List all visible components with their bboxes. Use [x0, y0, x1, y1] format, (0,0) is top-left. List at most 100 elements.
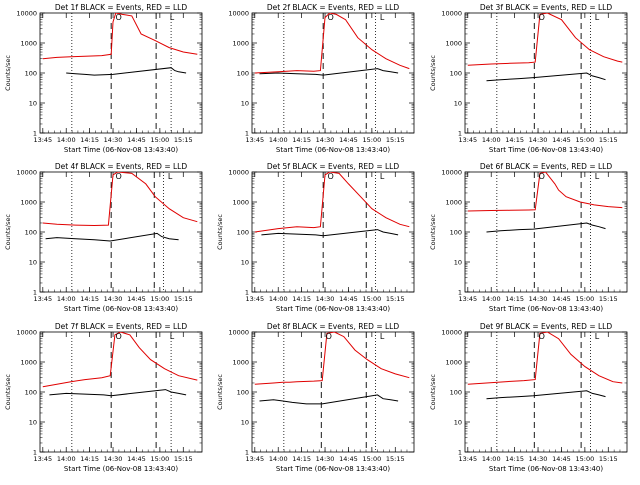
y-tick-label: 1000	[232, 359, 249, 367]
x-tick-label: 14:45	[339, 455, 358, 463]
y-tick-label: 1	[458, 289, 462, 297]
x-tick-label: 15:15	[174, 295, 193, 303]
y-tick-label: 10	[241, 100, 249, 108]
panel-8: Det 8f BLACK = Events, RED = LLD Counts/s…	[216, 322, 415, 473]
y-tick-label: 1000	[445, 199, 462, 207]
x-tick-label: 15:00	[150, 295, 169, 303]
x-tick-label: 13:45	[245, 295, 264, 303]
x-tick-label: 14:30	[104, 136, 123, 144]
y-axis-label: Counts/sec	[429, 374, 437, 410]
x-tick-label: 14:30	[316, 295, 335, 303]
mode-mark-o: O	[539, 13, 545, 22]
series-black-line	[66, 67, 187, 76]
x-tick-label: 15:00	[575, 136, 594, 144]
panel-6: Det 6f BLACK = Events, RED = LLD Counts/s…	[429, 162, 628, 313]
x-tick-label: 14:00	[269, 136, 288, 144]
x-tick-label: 13:45	[245, 455, 264, 463]
y-tick-label: 100	[237, 389, 249, 397]
y-tick-label: 1	[458, 449, 462, 457]
y-tick-label: 10000	[441, 169, 462, 177]
mode-mark-o: O	[539, 172, 545, 181]
x-tick-label: 14:00	[269, 455, 288, 463]
x-tick-label: 13:45	[245, 136, 264, 144]
x-tick-label: 15:15	[174, 136, 193, 144]
plot-frame	[464, 12, 628, 134]
x-tick-label: 14:00	[482, 136, 501, 144]
series-red-line	[467, 13, 623, 66]
y-tick-label: 10	[454, 419, 462, 427]
y-tick-label: 100	[237, 70, 249, 78]
panel-3: Det 3f BLACK = Events, RED = LLD Counts/s…	[429, 3, 628, 154]
x-tick-label: 13:45	[458, 455, 477, 463]
panel-title: Det 4f BLACK = Events, RED = LLD	[55, 162, 188, 171]
mode-mark-o: O	[116, 332, 122, 341]
x-tick-label: 15:00	[362, 295, 381, 303]
series-black-line	[49, 389, 187, 397]
y-tick-label: 10	[241, 419, 249, 427]
y-axis-label: Counts/sec	[429, 214, 437, 250]
x-axis-label: Start Time (06-Nov-08 13:43:40)	[64, 146, 178, 154]
y-tick-label: 1000	[20, 199, 37, 207]
plot-frame	[464, 331, 628, 453]
x-tick-label: 14:45	[552, 136, 571, 144]
x-axis-label: Start Time (06-Nov-08 13:43:40)	[489, 305, 603, 313]
panel-title: Det 5f BLACK = Events, RED = LLD	[267, 162, 400, 171]
x-tick-label: 15:15	[386, 136, 405, 144]
x-tick-label: 14:00	[57, 136, 76, 144]
x-tick-label: 14:00	[269, 295, 288, 303]
y-tick-label: 1	[245, 449, 249, 457]
y-tick-label: 10	[29, 100, 37, 108]
x-tick-label: 14:45	[127, 455, 146, 463]
y-tick-label: 100	[25, 229, 37, 237]
y-tick-label: 10000	[228, 169, 249, 177]
panel-5: Det 5f BLACK = Events, RED = LLD Counts/s…	[216, 162, 415, 313]
y-axis-label: Counts/sec	[429, 55, 437, 91]
x-axis-label: Start Time (06-Nov-08 13:43:40)	[276, 146, 390, 154]
y-tick-label: 100	[450, 389, 462, 397]
x-axis-label: Start Time (06-Nov-08 13:43:40)	[276, 305, 390, 313]
panel-title: Det 9f BLACK = Events, RED = LLD	[480, 322, 613, 331]
series-red-line	[42, 13, 198, 60]
x-tick-label: 15:00	[150, 136, 169, 144]
y-tick-label: 100	[450, 70, 462, 78]
series-black-line	[486, 222, 606, 233]
series-red-line	[42, 332, 198, 388]
y-tick-label: 1	[33, 130, 37, 138]
y-tick-label: 1000	[20, 359, 37, 367]
x-tick-label: 14:15	[80, 295, 99, 303]
x-tick-label: 14:15	[292, 295, 311, 303]
panel-title: Det 2f BLACK = Events, RED = LLD	[267, 3, 400, 12]
panel-title: Det 6f BLACK = Events, RED = LLD	[480, 162, 613, 171]
series-black-line	[261, 229, 399, 237]
x-tick-label: 14:45	[127, 136, 146, 144]
series-red-line	[254, 172, 410, 233]
x-tick-label: 14:45	[339, 295, 358, 303]
mode-mark-l: L	[380, 332, 385, 341]
panel-title: Det 3f BLACK = Events, RED = LLD	[480, 3, 613, 12]
y-axis-label: Counts/sec	[216, 214, 224, 250]
series-red-line	[254, 332, 410, 385]
mode-mark-l: L	[170, 332, 175, 341]
y-axis-label: Counts/sec	[4, 214, 12, 250]
x-tick-label: 15:00	[362, 136, 381, 144]
mode-mark-o: O	[328, 172, 334, 181]
panel-7: Det 7f BLACK = Events, RED = LLD Counts/s…	[4, 322, 203, 473]
x-tick-label: 14:15	[292, 455, 311, 463]
mode-mark-l: L	[170, 13, 175, 22]
x-axis-label: Start Time (06-Nov-08 13:43:40)	[489, 146, 603, 154]
x-tick-label: 15:15	[386, 295, 405, 303]
y-tick-label: 10	[454, 259, 462, 267]
y-tick-label: 100	[450, 229, 462, 237]
x-tick-label: 15:15	[174, 455, 193, 463]
x-tick-label: 13:45	[458, 136, 477, 144]
mode-mark-o: O	[539, 332, 545, 341]
x-tick-label: 15:00	[575, 295, 594, 303]
x-tick-label: 14:30	[104, 295, 123, 303]
x-axis-label: Start Time (06-Nov-08 13:43:40)	[64, 465, 178, 473]
mode-mark-l: L	[595, 172, 600, 181]
x-tick-label: 13:45	[458, 295, 477, 303]
series-red-line	[467, 172, 623, 212]
series-black-line	[259, 68, 399, 76]
